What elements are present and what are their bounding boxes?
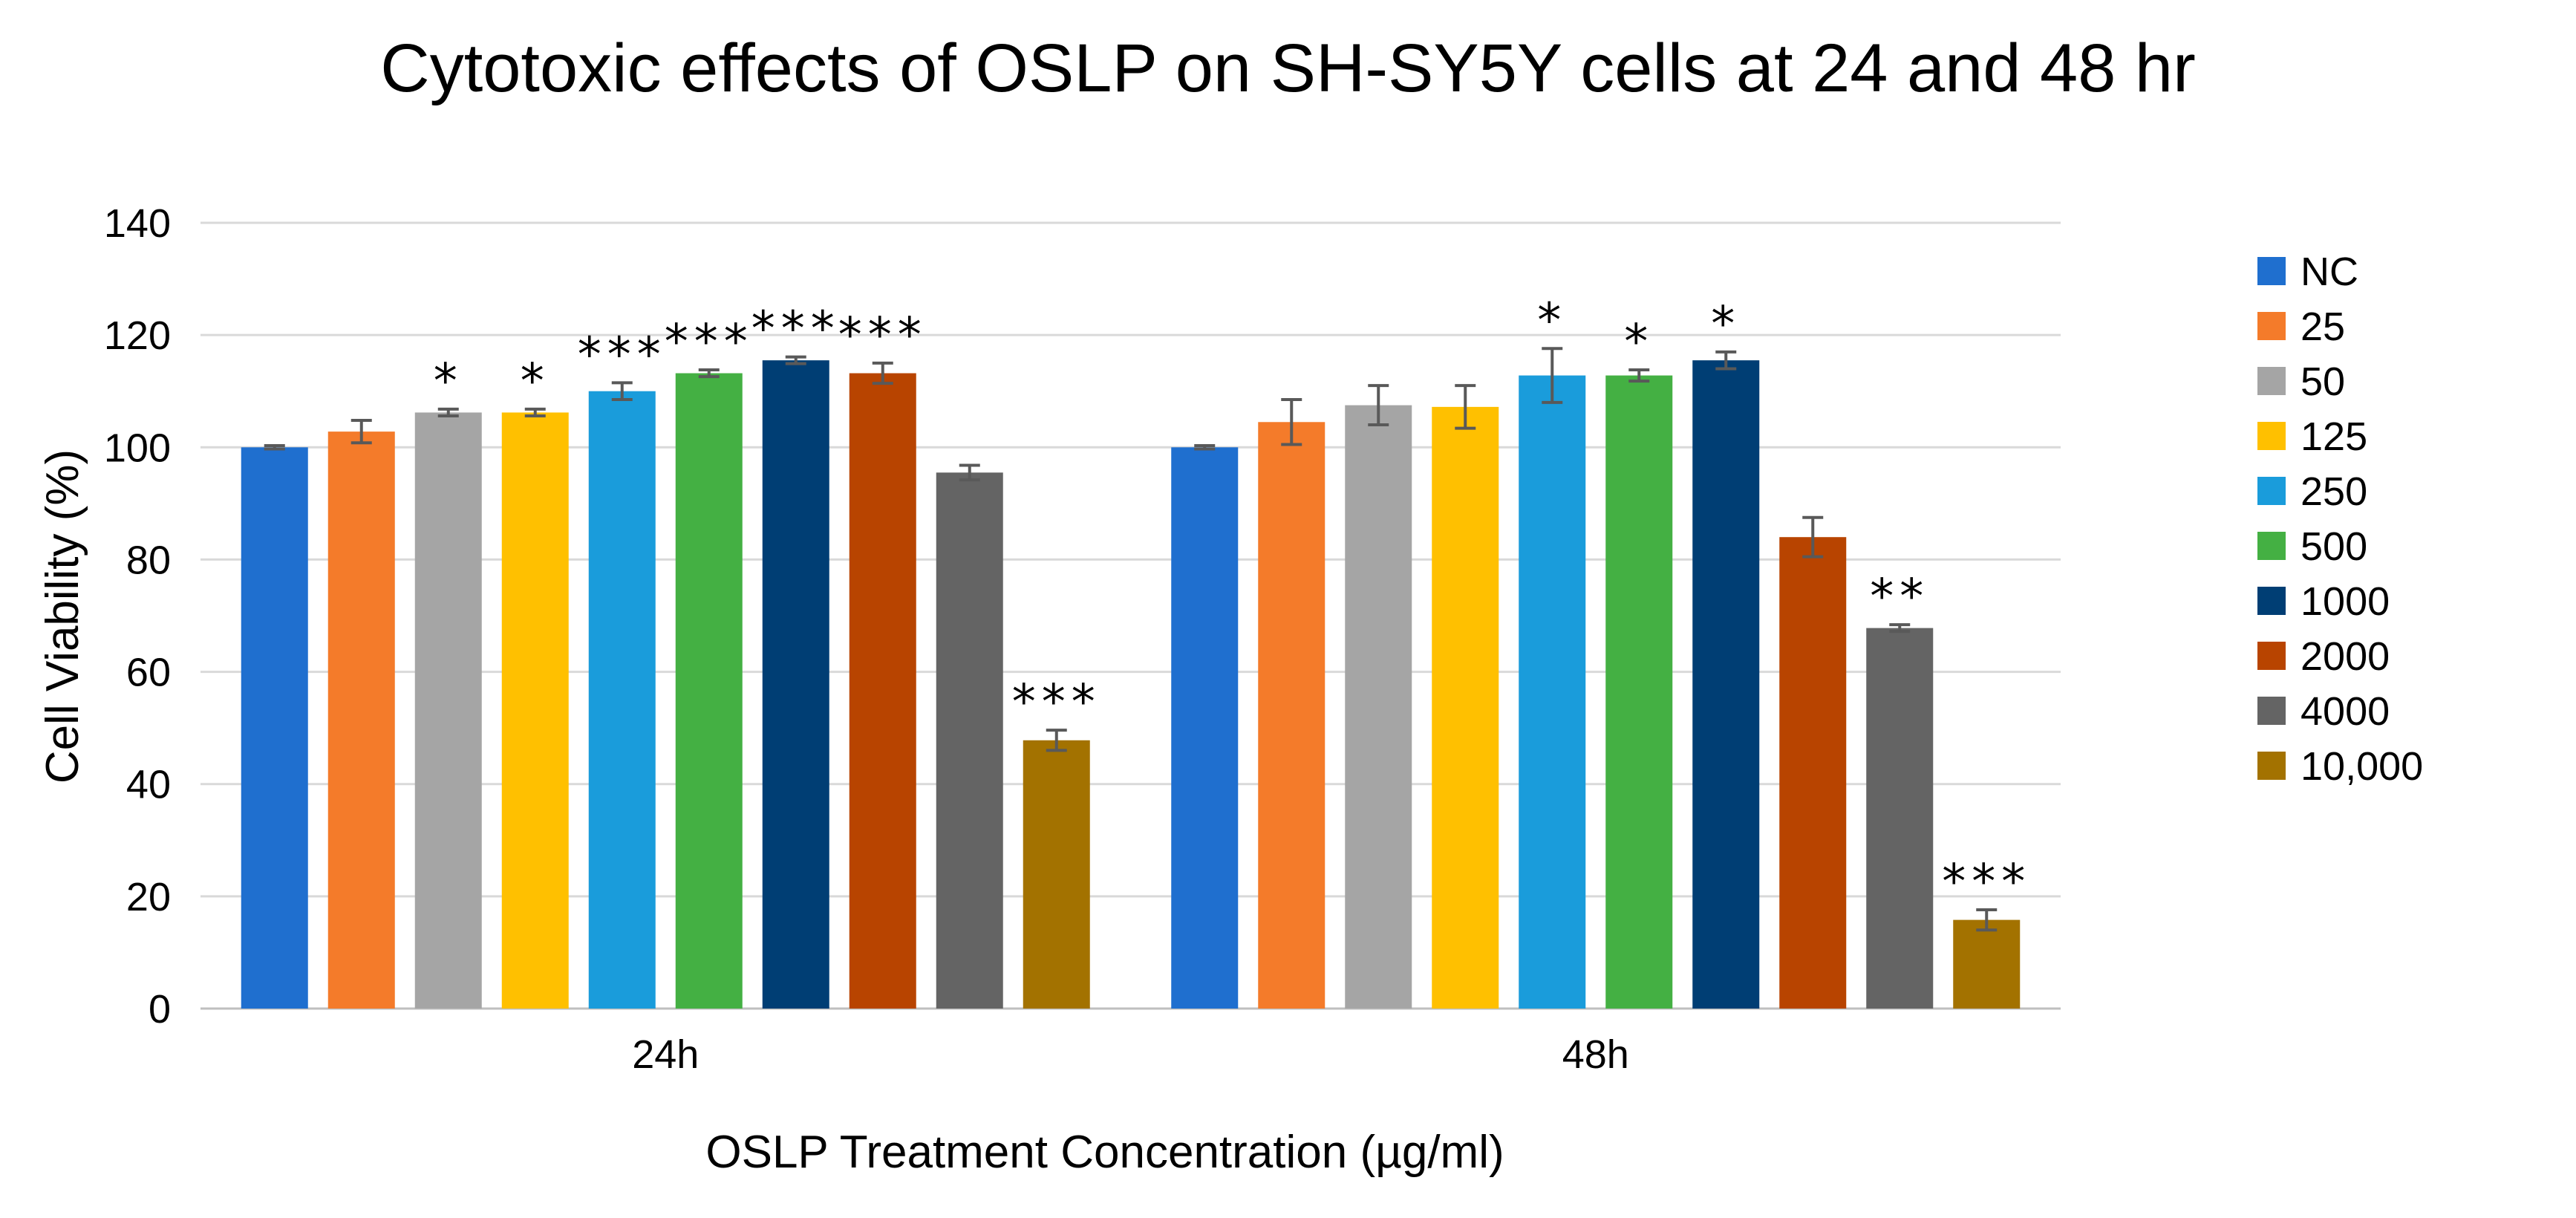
legend-swatch (2257, 587, 2286, 615)
significance-label: *** (838, 308, 927, 363)
y-axis-ticks: 0 20 40 60 80 100 120 140 (104, 201, 171, 1032)
bar (849, 373, 916, 1009)
significance-label: *** (665, 315, 754, 370)
x-axis-label: OSLP Treatment Concentration (µg/ml) (705, 1127, 1504, 1178)
bar (1953, 919, 2021, 1009)
legend-swatch (2257, 477, 2286, 505)
bar (1866, 628, 1934, 1009)
y-tick-label: 80 (126, 538, 171, 582)
legend-label: 50 (2301, 359, 2345, 404)
bar (936, 472, 1003, 1009)
significance-label: *** (751, 302, 841, 357)
legend-label: NC (2301, 250, 2358, 294)
error-bars (264, 347, 1998, 932)
y-tick-label: 0 (149, 987, 171, 1032)
bar (675, 373, 743, 1009)
bar (414, 412, 482, 1009)
y-tick-label: 120 (104, 313, 171, 358)
significance-label: * (1624, 315, 1654, 370)
bar (1432, 406, 1499, 1009)
legend-label: 250 (2301, 469, 2367, 514)
y-axis-label: Cell Viability (%) (37, 449, 88, 784)
legend-swatch (2257, 257, 2286, 285)
y-tick-label: 60 (126, 651, 171, 695)
bar (241, 447, 308, 1009)
bar (501, 412, 569, 1009)
bar (1605, 375, 1673, 1009)
significance-label: *** (1942, 855, 2031, 910)
legend-swatch (2257, 642, 2286, 670)
bar (1692, 360, 1760, 1009)
legend-swatch (2257, 697, 2286, 725)
significance-label: * (521, 354, 550, 409)
bar (1171, 447, 1239, 1009)
significance-label: * (1537, 293, 1567, 348)
bar (762, 360, 829, 1009)
significance-labels: * * **************** * ****** (434, 293, 2031, 910)
x-tick-label: 24h (632, 1032, 699, 1077)
legend-label: 10,000 (2301, 744, 2423, 789)
bar (1258, 422, 1326, 1009)
significance-label: ** (1870, 570, 1929, 625)
legend-swatch (2257, 422, 2286, 450)
legend-label: 4000 (2301, 689, 2390, 734)
significance-label: * (434, 354, 463, 409)
legend-label: 125 (2301, 414, 2367, 459)
legend-swatch (2257, 532, 2286, 560)
legend-label: 25 (2301, 304, 2345, 349)
significance-label: *** (1012, 675, 1101, 730)
y-tick-label: 140 (104, 201, 171, 246)
significance-label: *** (578, 328, 667, 382)
bar (588, 391, 656, 1009)
y-tick-label: 40 (126, 763, 171, 807)
legend-label: 1000 (2301, 579, 2390, 624)
significance-label: * (1711, 297, 1741, 352)
legend: NC 25 50 125 250 500 1000 2000 4000 10,000 (2257, 250, 2423, 789)
legend-swatch (2257, 312, 2286, 340)
bar (1519, 375, 1586, 1009)
bar (1779, 537, 1847, 1009)
bar (1345, 405, 1412, 1009)
y-tick-label: 20 (126, 875, 171, 919)
bar (327, 431, 395, 1009)
legend-swatch (2257, 367, 2286, 395)
x-tick-label: 48h (1562, 1032, 1629, 1077)
legend-label: 500 (2301, 524, 2367, 569)
chart-title: Cytotoxic effects of OSLP on SH-SY5Y cel… (380, 30, 2196, 106)
bar (1023, 740, 1090, 1009)
x-axis-categories: 24h 48h (632, 1032, 1629, 1077)
legend-label: 2000 (2301, 634, 2390, 679)
y-tick-label: 100 (104, 426, 171, 470)
bars (241, 360, 2021, 1009)
legend-swatch (2257, 752, 2286, 780)
